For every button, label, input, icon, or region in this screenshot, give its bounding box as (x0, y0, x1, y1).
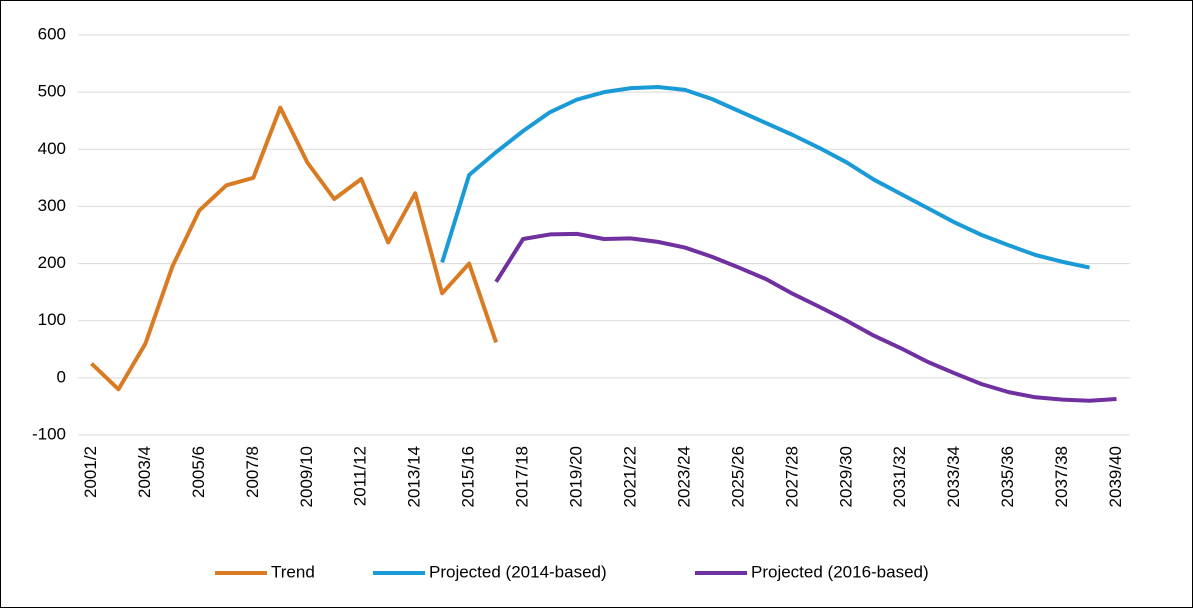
y-tick-label: 200 (38, 253, 66, 272)
x-tick-label: 2025/26 (728, 446, 747, 507)
y-tick-label: -100 (32, 424, 66, 443)
x-tick-label: 2029/30 (836, 446, 855, 507)
x-tick-label: 2001/2 (81, 446, 100, 498)
x-tick-label: 2033/34 (944, 446, 963, 507)
x-tick-label: 2023/24 (674, 446, 693, 507)
x-tick-label: 2011/12 (351, 446, 370, 506)
x-tick-label: 2005/6 (189, 446, 208, 498)
x-tick-label: 2009/10 (297, 446, 316, 507)
x-tick-label: 2037/38 (1052, 446, 1071, 507)
legend-label: Projected (2016-based) (751, 562, 929, 581)
x-tick-label: 2017/18 (513, 446, 532, 507)
x-tick-label: 2015/16 (459, 446, 478, 507)
legend-label: Trend (271, 562, 315, 581)
y-tick-label: 100 (38, 310, 66, 329)
y-tick-label: 600 (38, 24, 66, 43)
x-tick-label: 2035/36 (998, 446, 1017, 507)
x-tick-label: 2013/14 (405, 446, 424, 507)
x-tick-label: 2003/4 (135, 446, 154, 498)
y-tick-label: 400 (38, 139, 66, 158)
y-tick-label: 0 (57, 367, 66, 386)
x-tick-label: 2039/40 (1106, 446, 1125, 507)
series-line (494, 231, 1117, 403)
x-tick-label: 2021/22 (620, 446, 639, 507)
x-tick-label: 2031/32 (890, 446, 909, 507)
y-tick-label: 300 (38, 196, 66, 215)
series-line (90, 105, 498, 392)
series-line (440, 85, 1090, 270)
legend-label: Projected (2014-based) (429, 562, 607, 581)
x-tick-label: 2019/20 (567, 446, 586, 507)
y-tick-label: 500 (38, 82, 66, 101)
x-tick-label: 2007/8 (243, 446, 262, 498)
x-tick-label: 2027/28 (782, 446, 801, 507)
